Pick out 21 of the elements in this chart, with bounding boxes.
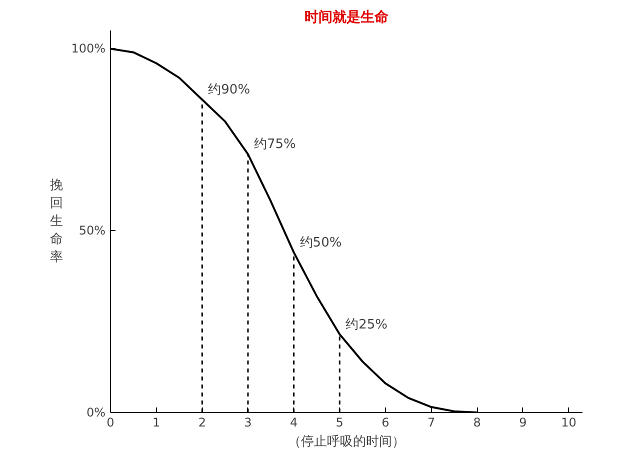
- annotation: 约75%: [254, 137, 296, 152]
- annotation: 约90%: [208, 82, 250, 98]
- y-axis-title: 挽回生命率: [50, 178, 64, 265]
- x-tick-label: 10: [561, 416, 576, 430]
- x-tick-label: 8: [473, 416, 481, 430]
- chart-title: 时间就是生命: [304, 10, 390, 26]
- annotation: 约25%: [346, 317, 388, 332]
- x-tick-label: 3: [244, 416, 252, 430]
- x-tick-label: 0: [106, 416, 114, 430]
- y-tick-label: 0%: [86, 406, 106, 420]
- annotation: 约50%: [300, 235, 342, 250]
- x-tick-label: 6: [382, 416, 390, 430]
- x-tick-label: 5: [336, 416, 344, 430]
- x-tick-label: 7: [427, 416, 436, 430]
- x-axis-title: （停止呼吸的时间）: [288, 434, 405, 450]
- x-tick-label: 2: [198, 416, 206, 430]
- x-tick-label: 1: [152, 416, 160, 430]
- x-tick-label: 9: [519, 416, 527, 430]
- y-tick-label: 50%: [78, 224, 106, 238]
- x-tick-label: 4: [290, 416, 298, 430]
- y-tick-label: 100%: [71, 42, 106, 56]
